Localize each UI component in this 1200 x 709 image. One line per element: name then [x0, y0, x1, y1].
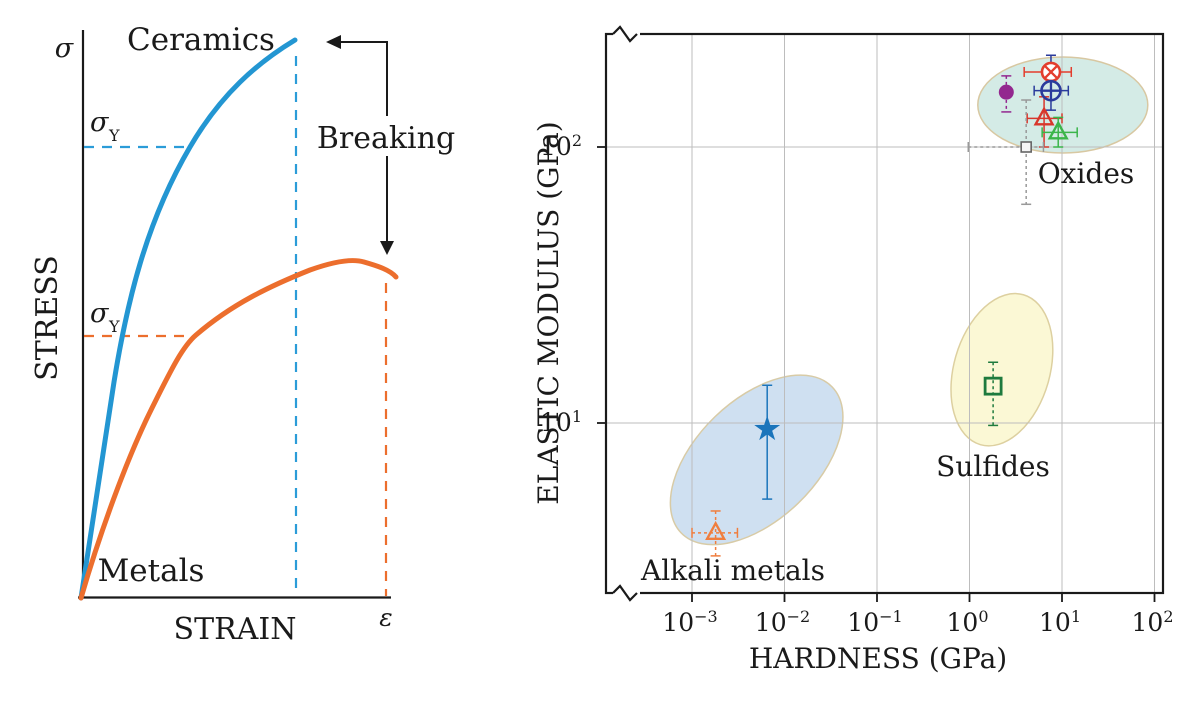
breaking-label: Breaking: [317, 121, 455, 156]
tick-label: 102: [1132, 607, 1174, 637]
tick-label: 101: [1039, 607, 1081, 637]
stress-label: STRESS: [30, 255, 65, 381]
stress-strain-diagram: σ ε STRESS STRAIN Ceramics Metals Breaki…: [30, 22, 456, 647]
ceramics-yield-sigma: σ: [90, 107, 110, 138]
tick-label: 10−2: [755, 607, 810, 637]
square-small-marker: [1020, 141, 1032, 153]
tick-label: 102: [540, 131, 582, 161]
metals-label: Metals: [98, 553, 205, 589]
axis-break-icon: [612, 25, 638, 43]
circle-plus-marker: [1040, 79, 1062, 102]
breaking-arrow: [318, 35, 456, 255]
breaking-arrowhead-left-icon: [326, 35, 341, 49]
sigma-axis-symbol: σ: [55, 33, 75, 64]
group-label-oxides: Oxides: [1038, 157, 1135, 190]
triangle-marker: [705, 520, 727, 541]
marker-shape: [1033, 106, 1055, 126]
triangle-marker: [1047, 120, 1069, 140]
marker-shape: [705, 520, 727, 541]
group-ellipse-oxides: [977, 56, 1149, 154]
square-marker: [983, 376, 1003, 396]
breaking-arrowhead-down-icon: [380, 241, 394, 255]
breaking-arrow-line: [332, 41, 388, 245]
ceramics-label: Ceramics: [127, 22, 275, 58]
marker-shape: [998, 84, 1014, 100]
ceramics-yield-label: σ Y: [90, 107, 120, 145]
metals-yield-subscript: Y: [108, 317, 120, 336]
star-marker: [754, 415, 781, 441]
hardness-modulus-scatter: 10−3 10−2 10−1 100 101 102 102 101 HARDNESS (GPa…: [532, 25, 1174, 675]
ceramics-yield-subscript: Y: [108, 126, 120, 145]
epsilon-axis-symbol: ε: [379, 603, 392, 632]
x-axis-label: HARDNESS (GPa): [749, 642, 1007, 675]
metals-yield-label: σ Y: [90, 298, 120, 336]
triangle-marker: [1033, 106, 1055, 126]
plot-frame: [604, 32, 1165, 595]
tick-label: 10−3: [662, 607, 717, 637]
group-label-sulfides: Sulfides: [936, 450, 1050, 483]
tick-label: 101: [540, 407, 582, 437]
marker-shape: [754, 415, 781, 441]
circle-filled-marker: [998, 84, 1014, 100]
y-axis-label: ELASTIC MODULUS (GPa): [532, 121, 565, 504]
marker-shape: [1047, 120, 1069, 140]
marker-shape: [983, 376, 1003, 396]
group-label-alkali-metals: Alkali metals: [640, 554, 825, 587]
marker-shape: [1044, 65, 1058, 79]
circle-x-marker: [1040, 61, 1062, 83]
tick-label: 100: [947, 607, 989, 637]
strain-label: STRAIN: [174, 612, 297, 647]
tick-label: 10−1: [847, 607, 902, 637]
breaking-label-backdrop: [318, 116, 456, 156]
ceramics-curve: [78, 37, 298, 601]
metals-curve: [78, 258, 399, 601]
group-ellipse-alkali-metals: [669, 374, 844, 546]
axis-break-icon: [612, 584, 638, 602]
group-ellipse-sulfides: [950, 292, 1054, 447]
marker-shape: [1020, 141, 1032, 153]
metals-yield-sigma: σ: [90, 298, 110, 329]
